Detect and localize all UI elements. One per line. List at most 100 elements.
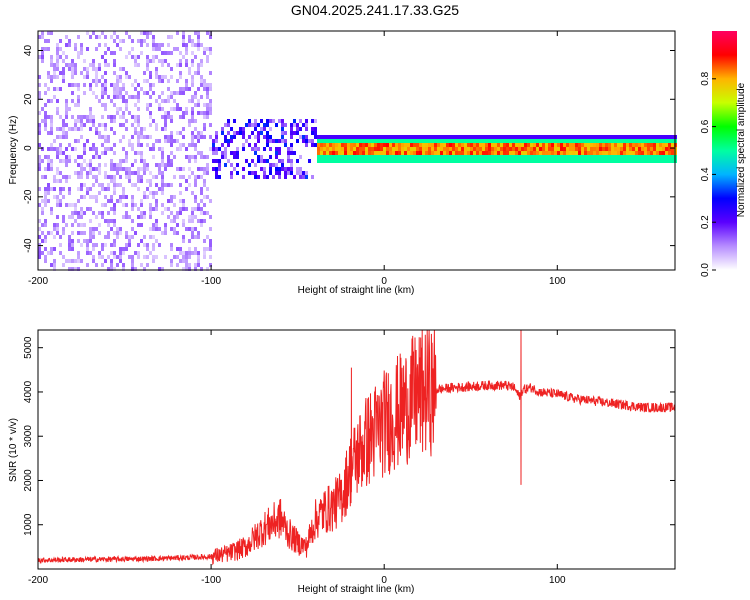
heatmap-cell (65, 115, 68, 119)
heatmap-cell (335, 155, 338, 159)
heatmap-cell (170, 75, 173, 79)
heatmap-cell (335, 139, 338, 143)
heatmap-cell (170, 195, 173, 199)
heatmap-cell (293, 131, 296, 135)
heatmap-cell (131, 115, 134, 119)
heatmap-cell (230, 163, 233, 167)
heatmap-cell (206, 195, 209, 199)
heatmap-cell (158, 163, 161, 167)
heatmap-cell (410, 159, 413, 163)
heatmap-cell (626, 155, 629, 159)
heatmap-cell (50, 123, 53, 127)
heatmap-cell (68, 39, 71, 43)
heatmap-cell (197, 47, 200, 51)
heatmap-cell (116, 43, 119, 47)
heatmap-cell (179, 107, 182, 111)
heatmap-cell (101, 211, 104, 215)
heatmap-cell (467, 143, 470, 147)
heatmap-cell (497, 143, 500, 147)
heatmap-cell (146, 103, 149, 107)
heatmap-cell (83, 91, 86, 95)
heatmap-cell (47, 167, 50, 171)
heatmap-cell (194, 95, 197, 99)
heatmap-cell (632, 151, 635, 155)
heatmap-cell (152, 259, 155, 263)
heatmap-cell (575, 151, 578, 155)
heatmap-cell (164, 123, 167, 127)
heatmap-cell (608, 135, 611, 139)
heatmap-cell (554, 147, 557, 151)
heatmap-cell (185, 179, 188, 183)
heatmap-cell (326, 159, 329, 163)
heatmap-cell (38, 95, 41, 99)
heatmap-cell (65, 131, 68, 135)
heatmap-cell (638, 139, 641, 143)
heatmap-cell (329, 147, 332, 151)
heatmap-cell (212, 151, 215, 155)
heatmap-cell (179, 91, 182, 95)
heatmap-cell (167, 183, 170, 187)
heatmap-cell (419, 139, 422, 143)
heatmap-cell (182, 239, 185, 243)
heatmap-cell (173, 175, 176, 179)
heatmap-cell (272, 119, 275, 123)
heatmap-cell (500, 139, 503, 143)
heatmap-cell (140, 143, 143, 147)
heatmap-cell (413, 139, 416, 143)
heatmap-cell (257, 175, 260, 179)
heatmap-cell (659, 147, 662, 151)
heatmap-cell (656, 159, 659, 163)
heatmap-cell (116, 255, 119, 259)
heatmap-cell (506, 135, 509, 139)
heatmap-cell (455, 159, 458, 163)
heatmap-cell (497, 159, 500, 163)
heatmap-cell (44, 167, 47, 171)
heatmap-cell (101, 75, 104, 79)
heatmap-cell (152, 195, 155, 199)
heatmap-cell (74, 47, 77, 51)
heatmap-cell (62, 151, 65, 155)
heatmap-cell (236, 131, 239, 135)
heatmap-cell (461, 143, 464, 147)
heatmap-cell (242, 147, 245, 151)
heatmap-cell (62, 59, 65, 63)
heatmap-cell (56, 227, 59, 231)
heatmap-cell (140, 239, 143, 243)
heatmap-cell (611, 139, 614, 143)
heatmap-cell (449, 159, 452, 163)
heatmap-cell (248, 171, 251, 175)
heatmap-cell (62, 119, 65, 123)
heatmap-cell (38, 235, 41, 239)
heatmap-cell (344, 143, 347, 147)
heatmap-cell (209, 243, 212, 247)
heatmap-cell (98, 99, 101, 103)
heatmap-cell (482, 135, 485, 139)
heatmap-cell (374, 139, 377, 143)
heatmap-cell (68, 187, 71, 191)
heatmap-cell (164, 139, 167, 143)
heatmap-cell (131, 195, 134, 199)
heatmap-cell (410, 147, 413, 151)
heatmap-cell (68, 43, 71, 47)
heatmap-cell (194, 119, 197, 123)
heatmap-cell (110, 119, 113, 123)
heatmap-cell (353, 155, 356, 159)
heatmap-cell (176, 247, 179, 251)
heatmap-cell (173, 227, 176, 231)
heatmap-cell (554, 143, 557, 147)
heatmap-cell (473, 147, 476, 151)
heatmap-cell (464, 151, 467, 155)
heatmap-cell (620, 147, 623, 151)
heatmap-cell (473, 151, 476, 155)
heatmap-cell (86, 71, 89, 75)
heatmap-cell (500, 147, 503, 151)
heatmap-cell (62, 219, 65, 223)
heatmap-cell (71, 99, 74, 103)
heatmap-cell (53, 259, 56, 263)
heatmap-cell (182, 31, 185, 35)
heatmap-cell (200, 223, 203, 227)
heatmap-cell (188, 255, 191, 259)
heatmap-cell (194, 199, 197, 203)
heatmap-cell (650, 143, 653, 147)
heatmap-cell (596, 143, 599, 147)
